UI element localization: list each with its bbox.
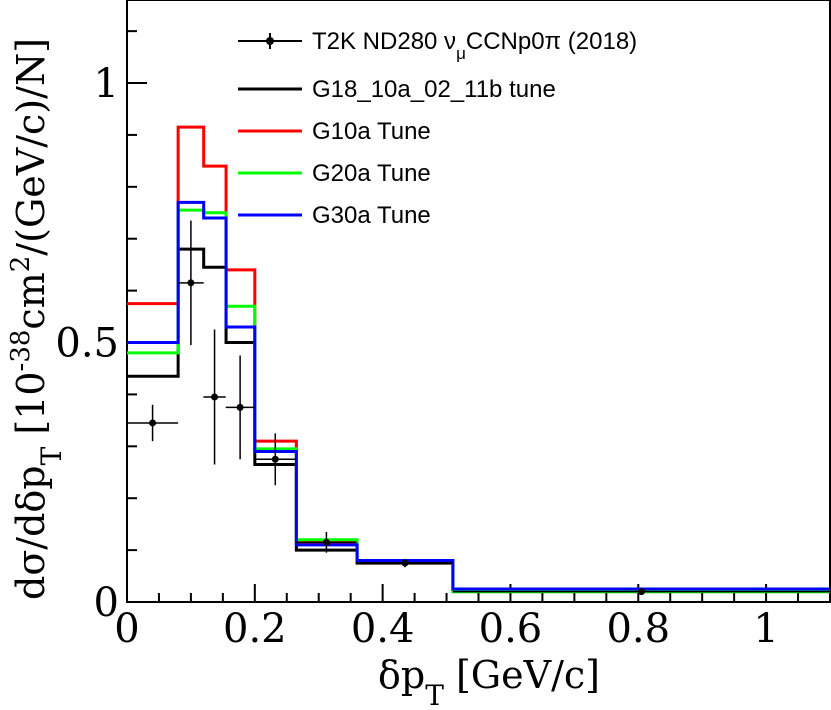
- data-point: [357, 558, 453, 568]
- legend: T2K ND280 νμCCNp0π (2018) G18_10a_02_11b …: [238, 28, 637, 229]
- data-point: [254, 433, 297, 486]
- legend-label-sub: μ: [456, 44, 466, 63]
- axes-layer: 0 0.2 0.4 0.6 0.8 1 0 0.5 1: [55, 30, 800, 652]
- x-tick-label: 0.8: [606, 606, 670, 652]
- data-marker: [401, 559, 409, 567]
- series-line-2: [127, 208, 830, 594]
- y-axis-title: dσ/dδpT [10-38cm2/(GeV/c)/N]: [6, 38, 68, 600]
- legend-label-part: T2K ND280 ν: [312, 28, 456, 55]
- data-point: [296, 531, 357, 553]
- data-point: [203, 329, 226, 465]
- x-tick-label: 0: [114, 606, 139, 652]
- data-marker: [322, 538, 330, 546]
- legend-entry-0: G18_10a_02_11b tune: [238, 76, 556, 103]
- y-tick-label: 0: [94, 580, 119, 626]
- y-tick-label: 0.5: [55, 321, 119, 367]
- data-marker: [149, 419, 157, 427]
- x-tick-label: 0.4: [351, 606, 415, 652]
- legend-label: G18_10a_02_11b tune: [312, 76, 556, 103]
- legend-label: G30a Tune: [312, 202, 431, 229]
- data-layer: [127, 220, 830, 596]
- data-point: [452, 588, 830, 596]
- legend-entry-1: G10a Tune: [238, 118, 431, 145]
- data-marker: [271, 455, 279, 463]
- x-tick-label: 0.6: [479, 606, 543, 652]
- y-tick-label: 1: [94, 61, 119, 107]
- data-marker: [187, 279, 195, 287]
- legend-label-part: CCNp0π (2018): [466, 28, 637, 55]
- legend-entry-2: G20a Tune: [238, 160, 431, 187]
- data-marker: [236, 403, 244, 411]
- data-marker: [637, 588, 645, 596]
- legend-swatch-marker: [266, 37, 274, 45]
- data-marker: [211, 393, 219, 401]
- legend-entry-data: T2K ND280 νμCCNp0π (2018): [238, 28, 637, 63]
- x-axis-title: δpT [GeV/c]: [378, 653, 600, 710]
- data-point: [127, 404, 179, 442]
- legend-label-data: T2K ND280 νμCCNp0π (2018): [312, 28, 637, 63]
- x-tick-label: 1: [753, 606, 778, 652]
- series-line-3: [127, 200, 830, 591]
- series-layer: [127, 125, 830, 594]
- legend-entry-3: G30a Tune: [238, 202, 431, 229]
- data-point: [225, 355, 255, 460]
- legend-label: G10a Tune: [312, 118, 431, 145]
- data-point: [178, 220, 204, 346]
- series-line-0: [127, 247, 830, 594]
- series-line-1: [127, 125, 830, 591]
- legend-label: G20a Tune: [312, 160, 431, 187]
- x-tick-label: 0.2: [223, 606, 287, 652]
